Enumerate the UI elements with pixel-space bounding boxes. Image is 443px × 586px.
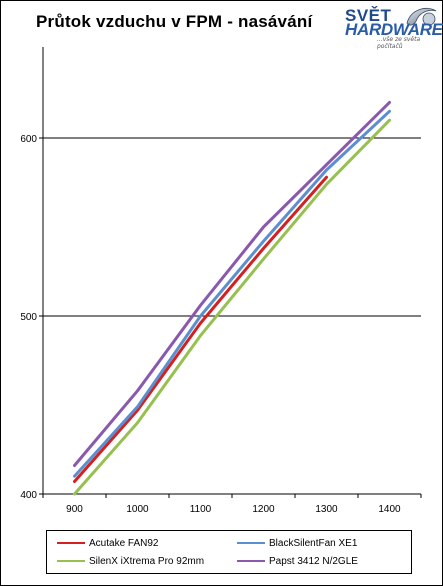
- y-tick-label: 600: [20, 134, 37, 145]
- logo-tagline: ...vše ze světa počítačů: [377, 36, 421, 50]
- axes: [39, 47, 422, 498]
- y-tick-label: 500: [20, 312, 37, 323]
- legend-label: Papst 3412 N/2GLE: [269, 555, 358, 567]
- y-tick-label: 400: [20, 490, 37, 501]
- logo-line1: SVĚT: [345, 6, 392, 25]
- series-line-1: [73, 175, 328, 483]
- x-tick-label: 1100: [190, 504, 212, 515]
- legend: Acutake FAN92 BlackSilentFan XE1 SilenX iX…: [46, 530, 412, 574]
- x-tick-label: 1200: [252, 504, 275, 515]
- x-tick-label: 1400: [378, 504, 401, 515]
- legend-swatch: [57, 560, 85, 562]
- legend-item: Papst 3412 N/2GLE: [237, 553, 358, 569]
- series-lines: [73, 100, 391, 496]
- legend-label: BlackSilentFan XE1: [269, 537, 358, 549]
- series-line-2: [73, 109, 391, 478]
- legend-swatch: [237, 542, 265, 544]
- x-tick-label: 1000: [126, 504, 149, 515]
- logo-line2: HARDWARE: [345, 20, 443, 39]
- legend-swatch: [237, 560, 265, 562]
- chart-title: Průtok vzduchu v FPM - nasávání: [36, 12, 313, 31]
- logo-emblem-icon: [406, 7, 437, 26]
- series-line-3: [73, 118, 391, 496]
- legend-swatch: [57, 542, 85, 544]
- legend-item: BlackSilentFan XE1: [237, 535, 357, 551]
- gridlines: [43, 137, 421, 495]
- legend-label: Acutake FAN92: [89, 537, 159, 549]
- svet-hardware-logo: SVĚT HARDWARE ...vše ze světa počítačů: [343, 3, 443, 50]
- legend-item: Acutake FAN92: [57, 535, 158, 551]
- series-line-4: [73, 100, 391, 467]
- legend-label: SilenX iXtrema Pro 92mm: [89, 555, 205, 567]
- x-tick-label: 900: [66, 504, 83, 515]
- legend-item: SilenX iXtrema Pro 92mm: [57, 553, 204, 569]
- x-tick-label: 1300: [315, 504, 338, 515]
- tick-labels: 400 500 600 900 1000 1100 1200 1300 1400: [20, 134, 401, 515]
